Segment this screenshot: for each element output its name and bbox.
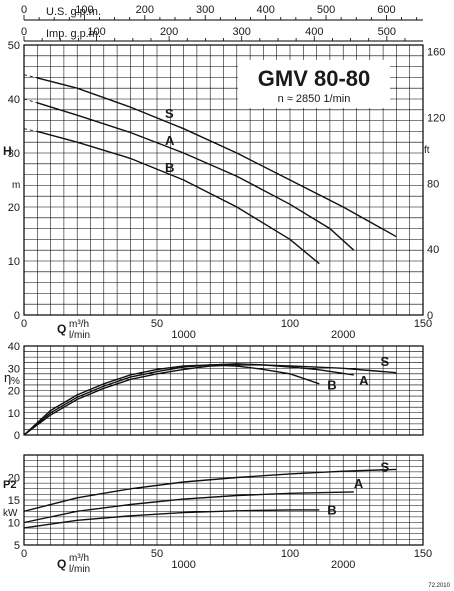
head-axis-feet-unit: ft — [424, 145, 430, 156]
flow-m3h-tick-label: 100 — [281, 318, 299, 330]
flow-m3h-tick-label: 50 — [151, 548, 163, 560]
eff-curve-S — [23, 364, 397, 436]
impgpm-tick-label: 100 — [87, 26, 105, 38]
flow-unit-m3h-upper: m³/h — [69, 319, 89, 330]
flow-m3h-tick-label: 50 — [151, 318, 163, 330]
impgpm-tick-label: 0 — [21, 26, 27, 38]
flow-m3h-tick-label: 150 — [414, 318, 432, 330]
usgpm-tick-label: 0 — [21, 4, 27, 16]
efficiency-tick-label: 30 — [8, 363, 20, 375]
feet-tick-label: 120 — [427, 112, 445, 124]
flow-lmin-tick-label: 1000 — [171, 329, 195, 341]
head-axis-title: H — [3, 144, 12, 158]
panel-frames — [23, 44, 424, 546]
efficiency-tick-label: 20 — [8, 386, 20, 398]
head-curve-dashed-S — [23, 74, 38, 79]
feet-tick-label: 0 — [427, 310, 433, 322]
head-curve-S — [37, 77, 397, 238]
flow-lmin-tick-label: 2000 — [331, 559, 355, 571]
flow-m3h-tick-label: 0 — [21, 548, 27, 560]
usgpm-tick-label: 600 — [377, 4, 395, 16]
head-curve-A — [37, 102, 355, 251]
title-box: GMV 80-80 n ≈ 2850 1/min — [238, 60, 390, 108]
power-axis-title: P2 — [3, 479, 16, 491]
efficiency-axis-unit: % — [11, 376, 20, 387]
head-tick-label: 0 — [14, 310, 20, 322]
series-label-B: B — [327, 502, 336, 517]
power-tick-label: 5 — [14, 540, 20, 552]
eff-curve-A — [23, 363, 354, 436]
head-tick-label: 50 — [8, 40, 20, 52]
series-label-S: S — [380, 354, 389, 369]
head-tick-label: 20 — [8, 202, 20, 214]
head-tick-label: 10 — [8, 256, 20, 268]
power-tick-label: 15 — [8, 495, 20, 507]
head-curve-dashed-B — [23, 128, 38, 132]
panel-frame — [23, 454, 424, 546]
panel-frame — [23, 44, 424, 316]
feet-tick-label: 160 — [427, 47, 445, 59]
flow-unit-lmin-upper: l/min — [69, 330, 90, 341]
impgpm-axis-label: Imp. g.p.m. — [46, 28, 101, 40]
usgpm-tick-label: 300 — [196, 4, 214, 16]
usgpm-tick-label: 100 — [75, 4, 93, 16]
impgpm-tick-label: 200 — [160, 26, 178, 38]
efficiency-tick-label: 0 — [14, 430, 20, 442]
pow-curve-B — [23, 509, 320, 529]
series-label-A: A — [165, 133, 175, 148]
power-tick-label: 20 — [8, 473, 20, 485]
pow-curve-S — [23, 468, 397, 512]
flow-m3h-tick-label: 100 — [281, 548, 299, 560]
power-tick-label: 10 — [8, 518, 20, 530]
series-label-A: A — [354, 476, 364, 491]
usgpm-tick-label: 500 — [317, 4, 335, 16]
flow-label-upper: Q — [57, 322, 66, 336]
series-label-B: B — [327, 377, 336, 392]
flow-unit-m3h-lower: m³/h — [69, 553, 89, 564]
eff-curve-B — [23, 364, 320, 436]
series-label-S: S — [165, 106, 174, 121]
flow-lmin-tick-label: 1000 — [171, 559, 195, 571]
head-curve-dashed-A — [23, 98, 38, 104]
flow-unit-lmin-lower: l/min — [69, 564, 90, 575]
efficiency-tick-label: 40 — [8, 341, 20, 353]
flow-lmin-tick-label: 2000 — [331, 329, 355, 341]
series-label-A: A — [359, 373, 369, 388]
flow-m3h-tick-label: 0 — [21, 318, 27, 330]
panel-frame — [23, 345, 424, 436]
series-label-S: S — [380, 460, 389, 475]
usgpm-tick-label: 200 — [136, 4, 154, 16]
feet-tick-label: 40 — [427, 244, 439, 256]
feet-tick-label: 80 — [427, 178, 439, 190]
speed-label: n ≈ 2850 1/min — [278, 93, 351, 105]
series-label-B: B — [165, 160, 174, 175]
efficiency-tick-label: 10 — [8, 408, 20, 420]
head-tick-label: 30 — [8, 148, 20, 160]
power-axis-unit: kW — [3, 508, 18, 519]
chart-title: GMV 80-80 — [258, 66, 371, 91]
flow-label-lower: Q — [57, 557, 66, 571]
head-axis-unit: m — [12, 180, 20, 191]
usgpm-axis-label: U.S. g.p.m. — [46, 6, 101, 18]
impgpm-tick-label: 300 — [233, 26, 251, 38]
efficiency-axis-title: η — [4, 370, 11, 385]
head-tick-label: 40 — [8, 94, 20, 106]
pow-curve-A — [23, 491, 354, 524]
impgpm-tick-label: 400 — [305, 26, 323, 38]
title-box-background — [238, 60, 390, 108]
flow-m3h-tick-label: 150 — [414, 548, 432, 560]
head-curve-B — [37, 130, 320, 265]
footer-code: 72.2010 — [428, 583, 450, 589]
impgpm-tick-label: 500 — [378, 26, 396, 38]
usgpm-tick-label: 400 — [256, 4, 274, 16]
